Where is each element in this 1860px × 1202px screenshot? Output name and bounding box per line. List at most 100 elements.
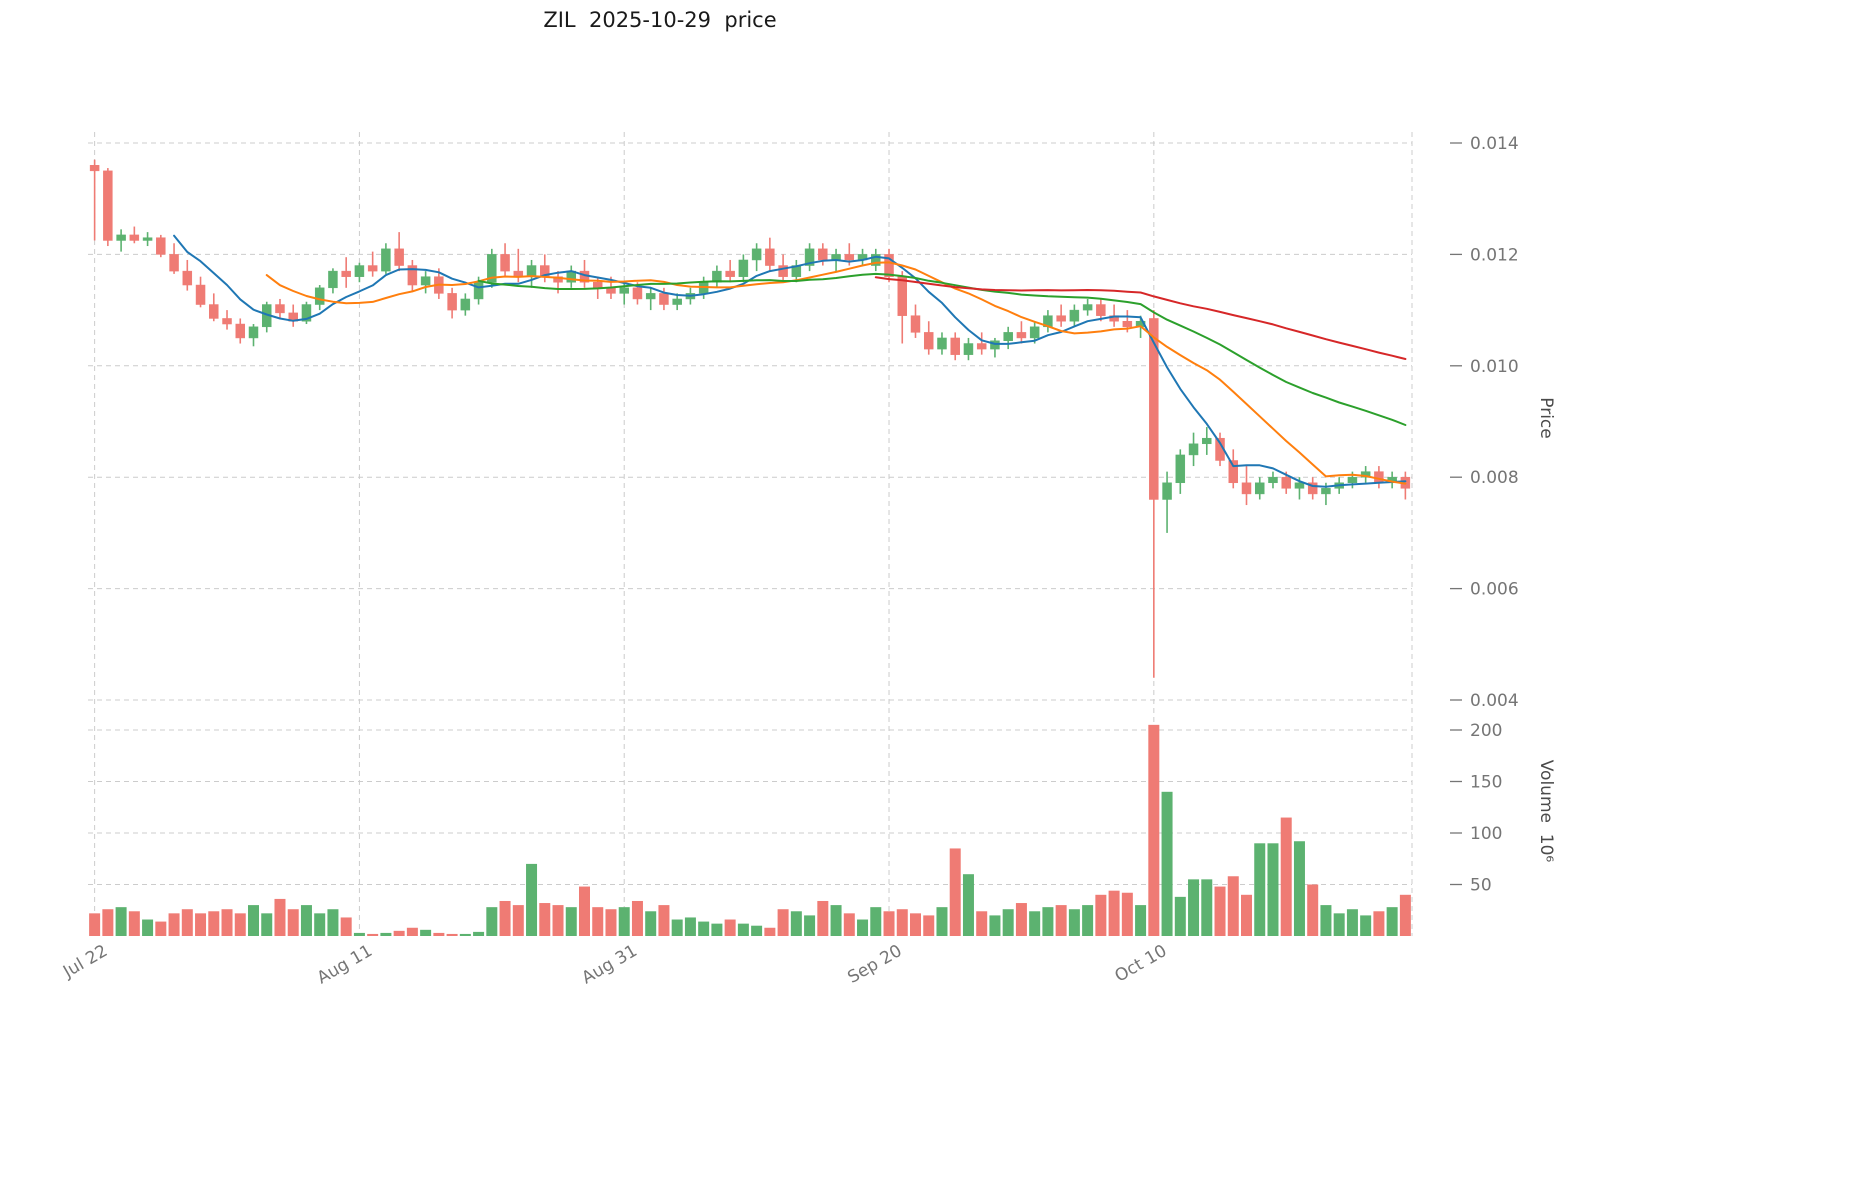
volume-bar	[433, 932, 445, 936]
candlestick	[659, 293, 669, 305]
volume-bar	[631, 900, 643, 936]
volume-bar	[870, 907, 882, 936]
price-tick-label: 0.014	[1470, 134, 1519, 154]
candlestick	[1096, 304, 1106, 316]
volume-bar	[724, 919, 736, 936]
candlestick	[1122, 320, 1133, 328]
volume-bar	[142, 919, 154, 936]
volume-bar	[1214, 886, 1226, 936]
volume-bar	[764, 927, 776, 936]
volume-bar	[711, 923, 723, 936]
volume-bar	[499, 900, 511, 936]
volume-bar	[287, 909, 299, 936]
price-tick-label: 0.012	[1470, 245, 1519, 265]
ma-line-7d	[173, 234, 1407, 488]
grid-layer	[88, 132, 1413, 936]
volume-bar	[340, 917, 352, 936]
price-tick-label: 0.004	[1470, 691, 1519, 711]
volume-bar	[1068, 909, 1080, 936]
candlestick	[195, 284, 206, 305]
candles-layer	[89, 159, 1411, 678]
x-tick-label: Oct 10	[1111, 941, 1170, 987]
candlestick	[1294, 482, 1305, 489]
volume-bar	[234, 913, 246, 936]
volume-bar	[1320, 905, 1332, 936]
volume-bar	[843, 913, 855, 936]
candlestick	[751, 248, 762, 261]
candlestick	[314, 287, 325, 305]
volume-bar	[936, 907, 948, 936]
volume-bar	[367, 933, 379, 936]
chart-title: ZIL 2025-10-29 price	[543, 8, 777, 32]
volume-bar	[208, 911, 220, 936]
volume-bar	[1201, 879, 1213, 936]
volume-bar	[751, 925, 763, 936]
candlestick	[778, 265, 788, 277]
candlestick	[460, 298, 471, 311]
price-tick-label: 0.008	[1470, 468, 1519, 488]
x-tick-label: Sep 20	[844, 941, 905, 988]
volume-bar	[1082, 905, 1094, 936]
candlestick	[619, 287, 629, 294]
volume-bar	[155, 921, 167, 936]
candlestick	[923, 332, 934, 350]
candlestick	[1321, 488, 1331, 495]
candlestick	[897, 276, 908, 316]
candlestick	[182, 270, 193, 286]
volume-bar	[618, 907, 630, 936]
candlestick	[884, 254, 894, 277]
candlestick	[169, 254, 179, 272]
volume-bar	[565, 907, 577, 936]
volume-bar	[962, 874, 974, 936]
candlestick	[632, 287, 643, 300]
candlestick	[381, 248, 391, 272]
volume-bar	[1108, 890, 1120, 936]
volume-bar	[698, 921, 710, 936]
candlestick	[142, 237, 153, 241]
volume-tick-label: 200	[1470, 721, 1502, 741]
volume-bar	[1373, 911, 1385, 936]
volume-bar	[314, 913, 326, 936]
volume-bar	[1148, 724, 1160, 936]
candlestick	[1281, 476, 1291, 489]
volume-tick-label: 150	[1470, 773, 1502, 793]
candlestick	[473, 282, 484, 300]
volume-bar	[1386, 907, 1398, 936]
ma-line-30d	[477, 272, 1407, 426]
candlestick	[235, 323, 246, 339]
candlestick	[950, 337, 960, 355]
volume-bar	[737, 923, 749, 936]
volume-bar	[195, 913, 207, 936]
volume-bar	[777, 909, 789, 936]
candlestick	[937, 337, 947, 350]
volume-bar	[1280, 817, 1292, 936]
moving-average-layer	[173, 234, 1407, 488]
volume-bar	[406, 927, 418, 936]
candlestick	[222, 318, 232, 325]
volume-bar	[1241, 894, 1252, 936]
volume-bar	[1055, 905, 1067, 936]
candlestick	[129, 234, 140, 241]
volume-bar	[857, 919, 869, 936]
candlestick	[500, 254, 510, 272]
price-tick-label: 0.006	[1470, 580, 1519, 600]
volume-bar	[684, 917, 696, 936]
candlestick	[645, 293, 656, 300]
candlestick	[526, 265, 537, 277]
candlestick	[1202, 437, 1212, 445]
volume-bar	[592, 907, 604, 936]
volume-bar	[526, 863, 538, 936]
volume-tick-label: 50	[1470, 876, 1492, 896]
candlestick	[301, 304, 312, 322]
volume-bar	[1002, 909, 1014, 936]
candlestick	[1241, 482, 1252, 495]
volume-bar	[393, 930, 405, 936]
volume-bar	[168, 913, 180, 936]
candlestick	[328, 270, 338, 289]
candlestick	[1360, 471, 1371, 478]
candlestick	[341, 270, 351, 277]
volume-bar	[1399, 894, 1411, 936]
volume-bar	[102, 909, 114, 936]
candlestick	[553, 276, 563, 283]
